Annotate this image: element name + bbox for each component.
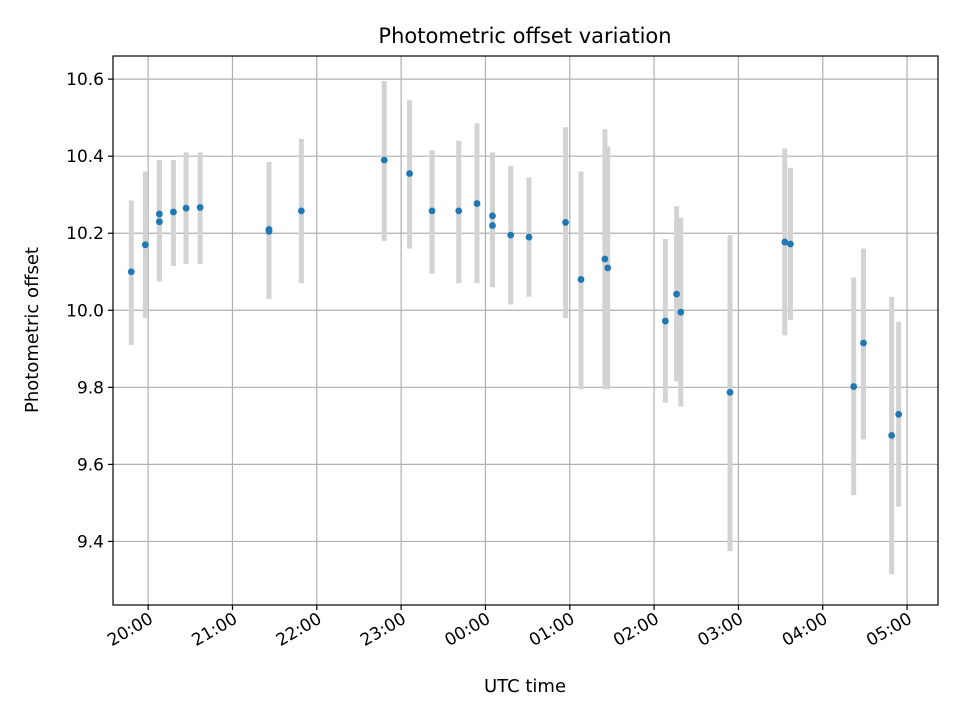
- y-tick-label: 9.6: [77, 455, 104, 475]
- data-point: [155, 218, 163, 226]
- data-point: [860, 339, 867, 347]
- data-point: [428, 207, 436, 215]
- data-point: [380, 156, 388, 164]
- data-point: [489, 222, 496, 229]
- y-axis-ticks: 9.4 9.6 9.8 10.0 10.2 10.4 10.6: [66, 70, 113, 552]
- chart-title: Photometric offset variation: [378, 24, 671, 48]
- x-tick-label: 21:00: [189, 609, 241, 651]
- x-tick-label: 20:00: [104, 609, 156, 651]
- x-tick-label: 00:00: [442, 609, 494, 651]
- data-point: [787, 240, 794, 248]
- x-tick-label: 02:00: [610, 609, 662, 651]
- grid: [113, 56, 938, 605]
- y-tick-label: 10.2: [66, 224, 104, 244]
- data-point: [604, 264, 612, 272]
- data-point: [673, 290, 680, 298]
- y-tick-label: 10.0: [66, 301, 104, 321]
- data-point: [182, 204, 190, 212]
- data-point: [577, 276, 585, 283]
- data-point: [895, 410, 903, 418]
- x-axis-ticks: 20:00 21:00 22:00 23:00 00:00 01:00 02:00 03:00…: [104, 605, 916, 651]
- x-tick-label: 23:00: [357, 609, 409, 651]
- data-point: [661, 317, 669, 325]
- x-tick-label: 03:00: [694, 609, 746, 651]
- y-tick-label: 10.4: [66, 147, 104, 167]
- data-point: [781, 238, 789, 246]
- data-point: [127, 268, 135, 276]
- x-tick-label: 22:00: [273, 609, 325, 651]
- plot-frame: [112, 55, 939, 606]
- data-point: [888, 432, 896, 439]
- data-point: [265, 227, 273, 235]
- x-tick-label: 04:00: [779, 609, 831, 651]
- data-point: [562, 219, 569, 226]
- x-axis-label: UTC time: [484, 676, 566, 697]
- data-point: [601, 255, 609, 263]
- y-tick-label: 9.4: [77, 532, 104, 552]
- data-point: [726, 388, 734, 396]
- data-point: [507, 231, 515, 239]
- x-tick-label: 01:00: [526, 609, 578, 651]
- y-axis-label: Photometric offset: [22, 247, 43, 413]
- data-point: [677, 308, 685, 316]
- data-points: [127, 156, 903, 439]
- data-point: [525, 233, 533, 241]
- data-point: [455, 207, 463, 215]
- data-point: [850, 383, 858, 390]
- data-point: [170, 208, 177, 216]
- data-point: [489, 212, 496, 220]
- data-point: [473, 200, 481, 207]
- data-point: [155, 210, 163, 218]
- data-point: [141, 241, 149, 249]
- data-point: [196, 204, 204, 211]
- data-point: [406, 170, 413, 177]
- y-tick-label: 10.6: [66, 70, 104, 90]
- x-tick-label: 05:00: [863, 609, 915, 651]
- data-point: [297, 207, 305, 215]
- error-bars: [128, 81, 902, 575]
- y-tick-label: 9.8: [77, 378, 104, 398]
